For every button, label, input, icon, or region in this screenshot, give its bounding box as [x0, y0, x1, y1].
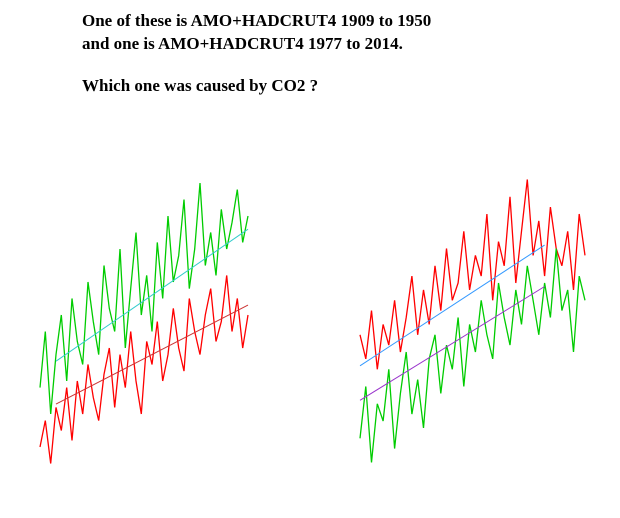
header-line: Which one was caused by CO2 ? [82, 76, 318, 95]
trend-line [359, 244, 545, 367]
header-line: One of these is AMO+HADCRUT4 1909 to 195… [82, 11, 431, 30]
series-line [39, 275, 249, 464]
series-line [39, 182, 249, 415]
trend-line [55, 304, 249, 405]
series-line [359, 248, 586, 463]
header-line: and one is AMO+HADCRUT4 1977 to 2014. [82, 34, 403, 53]
series-line [359, 179, 586, 370]
trend-line [359, 286, 545, 401]
trend-line [55, 228, 249, 362]
